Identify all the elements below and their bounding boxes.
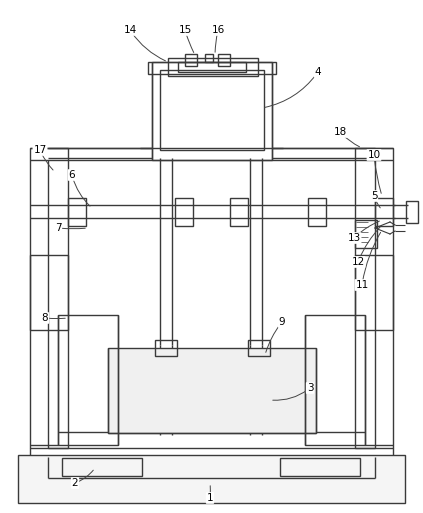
Bar [178, 62, 246, 72]
Bar [406, 201, 418, 223]
Text: 13: 13 [347, 233, 361, 243]
Bar [218, 54, 230, 66]
Bar [148, 62, 276, 74]
Bar [308, 198, 326, 226]
Text: 10: 10 [368, 150, 381, 160]
Bar [248, 340, 270, 356]
Bar [355, 220, 377, 248]
Bar [355, 148, 393, 448]
Bar [305, 315, 365, 445]
Text: 11: 11 [355, 280, 368, 290]
Bar [62, 458, 142, 476]
Text: 8: 8 [42, 313, 48, 323]
Text: 17: 17 [33, 145, 47, 155]
Bar [155, 340, 177, 356]
Text: 14: 14 [124, 25, 137, 35]
Text: 7: 7 [55, 223, 61, 233]
Bar [205, 54, 213, 62]
Bar [355, 255, 393, 330]
Bar [30, 255, 68, 330]
Text: 16: 16 [212, 25, 225, 35]
Bar [375, 198, 393, 226]
Text: 15: 15 [179, 25, 192, 35]
Bar [185, 54, 197, 66]
Text: 3: 3 [307, 383, 313, 393]
Bar [18, 455, 405, 503]
Text: 5: 5 [371, 191, 377, 201]
Bar [280, 458, 360, 476]
Bar [152, 62, 272, 160]
Text: 2: 2 [71, 478, 78, 488]
Bar [168, 58, 258, 76]
Text: 9: 9 [279, 317, 285, 327]
Bar [58, 315, 118, 445]
Bar [175, 198, 193, 226]
Bar [30, 148, 68, 448]
Bar [108, 348, 316, 433]
Text: 4: 4 [315, 67, 321, 77]
Bar [230, 198, 248, 226]
Bar [160, 70, 264, 150]
Text: 1: 1 [207, 493, 213, 503]
Text: 12: 12 [352, 257, 365, 267]
Bar [68, 198, 86, 226]
Text: 6: 6 [69, 170, 75, 180]
Text: 18: 18 [333, 127, 346, 137]
